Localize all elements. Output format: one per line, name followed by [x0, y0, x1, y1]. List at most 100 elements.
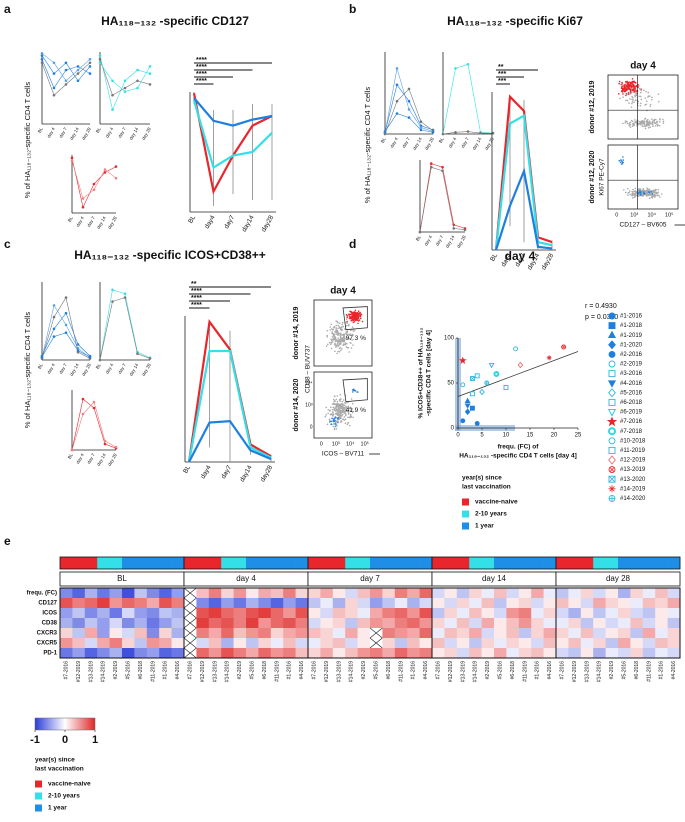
year-bar	[97, 557, 110, 569]
x-tick-label: day 28	[107, 452, 118, 467]
flow-event	[349, 317, 352, 319]
flow-event	[342, 334, 345, 337]
column-label: #6-2018	[634, 661, 640, 680]
series-line	[193, 97, 273, 127]
heatmap-cell	[655, 628, 668, 639]
flow-event	[349, 329, 352, 332]
flow-event	[337, 406, 340, 408]
year-bar	[332, 557, 346, 569]
year-bar	[233, 557, 247, 569]
flow-event	[329, 409, 331, 411]
heatmap-cell	[332, 598, 346, 609]
heatmap-cell	[283, 608, 296, 619]
column-label: #12-2019	[200, 661, 206, 682]
flow-event	[327, 409, 330, 411]
flow-event	[657, 100, 660, 103]
flow-event	[631, 80, 634, 83]
column-label: #7-2016	[188, 661, 194, 680]
point	[383, 132, 387, 136]
flow-row-label: donor #14, 2019	[293, 306, 300, 359]
flow-event	[326, 343, 329, 346]
x-axis-label: HA₁₁₈₋₁₃₂ -specific CD4 T cells [day 4]	[459, 453, 577, 460]
heatmap-cell	[221, 618, 234, 629]
heatmap-cell	[72, 648, 86, 659]
year-bar	[270, 557, 284, 569]
flow-event	[345, 313, 348, 316]
flow-event	[324, 415, 327, 418]
year-bar	[370, 557, 383, 569]
heatmap-cell	[407, 608, 420, 619]
x-tick-label: day4	[200, 464, 213, 480]
point	[123, 292, 127, 296]
flow-event	[341, 400, 344, 403]
heatmap-cell	[382, 608, 396, 619]
heatmap-cell	[283, 628, 296, 639]
legend-label: #6-2018	[620, 400, 643, 406]
legend-label: #12-2019	[620, 458, 646, 464]
flow-event	[656, 192, 659, 195]
column-label: #6-2018	[262, 661, 268, 680]
legend-label: #4-2016	[620, 381, 643, 387]
flow-event	[339, 414, 341, 416]
heatmap-cell	[171, 588, 185, 599]
flow-event	[640, 95, 642, 98]
heatmap-cell	[531, 598, 544, 609]
flow-event	[631, 194, 633, 196]
flow-event	[658, 124, 661, 127]
point	[383, 130, 387, 133]
flow-event	[649, 105, 652, 108]
flow-event	[330, 338, 332, 340]
flow-event	[328, 341, 331, 344]
flow-event	[340, 340, 343, 343]
year-bar	[208, 557, 222, 569]
flow-event	[350, 313, 352, 316]
point	[70, 156, 74, 160]
flow-event	[343, 416, 346, 418]
marker-shape	[608, 437, 616, 445]
flow-event	[331, 411, 334, 413]
heatmap-cell	[469, 598, 482, 609]
heatmap-cell	[122, 618, 135, 629]
flow-x-tick: 0	[320, 441, 323, 447]
heatmap-cell	[258, 608, 272, 619]
flow-event	[331, 413, 334, 416]
column-label: #14-2019	[597, 661, 603, 682]
y-axis-label: -specific CD4 T cells [day 4]	[426, 330, 433, 416]
x-tick-label: day 7	[86, 215, 96, 227]
heatmap-cell	[506, 588, 520, 599]
heatmap-cell	[134, 628, 148, 639]
heatmap-cell	[481, 608, 495, 619]
flow-event	[629, 193, 632, 196]
flow-event	[647, 122, 650, 125]
flow-event	[633, 89, 635, 92]
x-tick-label: day 14	[69, 362, 80, 377]
point	[454, 67, 457, 70]
marker-shape	[469, 391, 475, 397]
year-bar	[593, 557, 606, 569]
year-bar	[531, 557, 544, 569]
legend-marker	[607, 330, 617, 339]
scatter-point	[561, 344, 567, 350]
flow-event	[639, 192, 642, 194]
flow-event	[657, 188, 659, 191]
flow-event	[356, 312, 359, 314]
flow-event	[622, 122, 624, 125]
column-label: #12-2019	[324, 661, 330, 682]
marker-shape	[464, 403, 471, 409]
series-line	[192, 100, 273, 170]
flow-event	[624, 120, 627, 122]
heatmap-cell	[221, 598, 234, 609]
heatmap-cell	[320, 628, 334, 639]
heatmap-cell	[655, 598, 668, 609]
flow-event	[659, 196, 661, 198]
x-tick-label: day 7	[58, 362, 68, 374]
flow-event	[647, 126, 650, 129]
flow-event	[329, 413, 332, 416]
flow-event	[651, 96, 653, 99]
flow-event	[657, 93, 660, 95]
flow-event	[335, 398, 338, 401]
flow-event	[642, 89, 645, 92]
x-axis-label: frequ. (FC) of	[498, 444, 540, 451]
point	[123, 86, 127, 90]
heatmap-cell	[568, 638, 582, 649]
